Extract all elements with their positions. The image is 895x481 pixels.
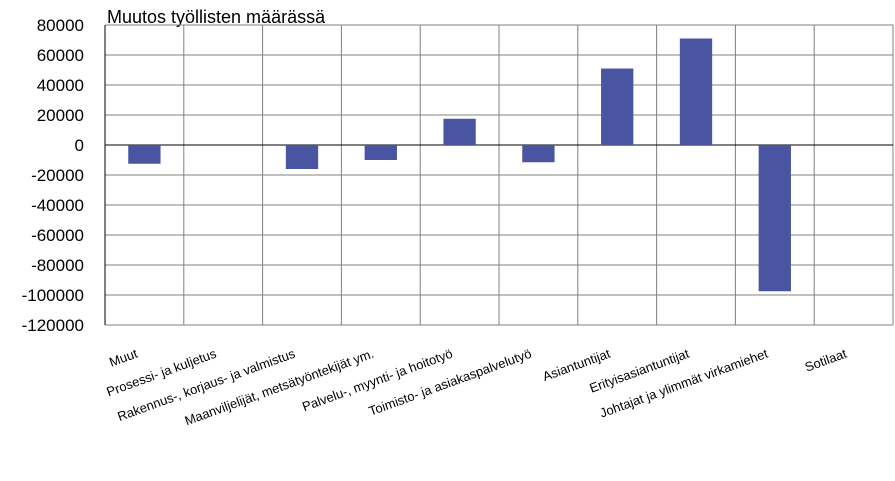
- y-axis: 80000 60000 40000 20000 0 -20000 -40000 -60000 -…: [22, 16, 106, 335]
- bar: [758, 145, 791, 292]
- y-tick-label: 0: [75, 136, 84, 155]
- bar: [601, 68, 634, 145]
- bars: [128, 38, 791, 292]
- bar: [522, 145, 555, 163]
- y-tick-label: 40000: [37, 76, 84, 95]
- bar: [364, 145, 397, 160]
- x-tick-label: Sotilaat: [803, 346, 849, 375]
- y-tick-label: 20000: [37, 106, 84, 125]
- y-tick-label: 60000: [37, 46, 84, 65]
- y-tick-label: -80000: [31, 256, 84, 275]
- y-tick-label: 80000: [37, 16, 84, 35]
- chart-title: Muutos työllisten määrässä: [107, 7, 326, 27]
- y-tick-label: -20000: [31, 166, 84, 185]
- bar: [443, 118, 476, 145]
- y-tick-label: -60000: [31, 226, 84, 245]
- bar: [128, 145, 161, 164]
- bar: [285, 145, 319, 169]
- y-tick-label: -100000: [22, 286, 84, 305]
- y-tick-label: -40000: [31, 196, 84, 215]
- y-tick-label: -120000: [22, 316, 84, 335]
- bar: [679, 38, 713, 145]
- x-tick-label: Muut: [107, 346, 140, 370]
